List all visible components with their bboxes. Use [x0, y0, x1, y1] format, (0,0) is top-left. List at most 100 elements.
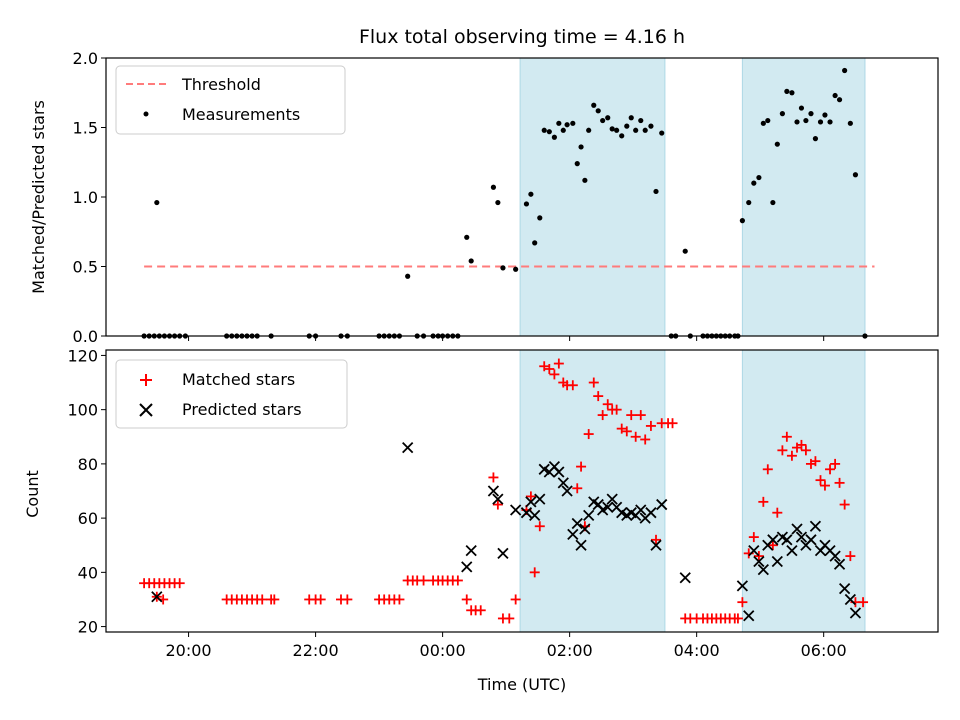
measurement-point — [739, 218, 745, 224]
measurement-point — [756, 174, 762, 181]
matched-star-point — [758, 496, 769, 507]
predicted-star-point — [645, 507, 657, 519]
measurement-point — [560, 127, 566, 133]
y-ticks: 20 40 60 80 100 120 — [67, 346, 106, 637]
shaded-regions — [519, 349, 866, 633]
legend-matched-swatch — [140, 374, 152, 386]
legend-predicted-swatch — [139, 403, 153, 417]
measurement-point — [154, 199, 160, 206]
predicted-star-point — [579, 523, 591, 535]
measurement-point — [619, 133, 625, 139]
predicted-star-point — [461, 561, 473, 573]
y-tick-label: 0.5 — [73, 258, 98, 277]
matched-star-point — [510, 594, 521, 605]
legend-threshold-label: Threshold — [181, 75, 261, 94]
measurement-point — [774, 141, 780, 147]
measurement-point — [600, 117, 606, 124]
measurement-point — [827, 119, 833, 125]
shaded-region-2 — [741, 57, 866, 337]
predicted-star-point — [679, 572, 691, 584]
matched-star-point — [525, 491, 536, 502]
predicted-star-point — [575, 539, 587, 551]
measurement-point — [564, 122, 570, 128]
x-tick-label: 02:00 — [547, 641, 593, 660]
predicted-star-point — [791, 523, 803, 535]
matched-star-point — [772, 507, 783, 518]
measurement-point — [808, 111, 814, 117]
measurement-point — [541, 127, 547, 133]
predicted-star-point — [510, 504, 522, 516]
predicted-star-point — [606, 493, 618, 505]
predicted-star-point — [829, 550, 841, 562]
predicted-star-point — [602, 501, 614, 513]
x-ticks: 20:00 22:00 00:00 02:00 04:00 06:00 — [166, 632, 847, 660]
y-tick-label: 80 — [78, 455, 98, 474]
measurement-point — [847, 120, 853, 126]
predicted-star-point — [492, 493, 504, 505]
measurement-point — [812, 136, 819, 142]
predicted-star-point — [529, 509, 541, 522]
predicted-star-point — [497, 547, 509, 560]
measurement-point — [513, 266, 519, 272]
predicted-star-point — [571, 517, 583, 530]
measurement-point — [746, 199, 752, 206]
predicted-star-point — [833, 558, 846, 570]
matched-star-point — [825, 464, 836, 475]
predicted-star-point — [561, 485, 573, 497]
measurement-point — [532, 240, 538, 246]
axes-count: 20 40 60 80 100 120 20:00 22:00 00:00 02:00 04:00… — [23, 346, 939, 694]
y-ticks: 0.0 0.5 1.0 1.5 2.0 — [73, 49, 106, 346]
matched-star-point — [418, 575, 429, 586]
matched-star-point — [452, 575, 463, 586]
matched-star-point — [588, 377, 599, 388]
measurement-point — [852, 172, 859, 178]
predicted-star-point — [849, 607, 862, 619]
predicted-star-point — [635, 504, 647, 516]
matched-star-point — [858, 597, 869, 608]
matched-star-point — [834, 477, 845, 488]
matched-star-point — [819, 480, 830, 491]
matched-star-point — [488, 472, 499, 483]
x-tick-label: 00:00 — [420, 641, 466, 660]
matched-star-point — [753, 551, 764, 562]
matched-star-point — [621, 426, 632, 437]
matched-star-point — [640, 434, 651, 445]
measurement-point — [605, 115, 611, 121]
y-tick-label: 20 — [78, 618, 98, 637]
predicted-star-point — [805, 534, 817, 546]
legend-frame — [115, 65, 346, 135]
measurement-point — [546, 129, 552, 135]
measurement-point — [551, 134, 557, 140]
predicted-star-point — [839, 582, 851, 595]
measurement-point — [624, 123, 630, 129]
predicted-star-point — [557, 477, 569, 489]
predicted-star-point — [520, 507, 533, 519]
measurement-point — [609, 126, 615, 132]
measurement-point — [500, 265, 506, 271]
predicted-star-point — [743, 610, 755, 622]
matched-star-point — [583, 429, 594, 440]
legend: Threshold Measurements — [115, 65, 346, 135]
matched-star-point — [737, 597, 748, 608]
measurement-point — [495, 199, 501, 206]
matched-stars-points — [139, 358, 869, 624]
y-tick-label: 1.0 — [73, 188, 98, 207]
legend: Matched stars Predicted stars — [115, 359, 348, 429]
measurement-point — [760, 120, 766, 126]
matched-star-point — [815, 475, 826, 486]
measurement-point — [751, 180, 757, 186]
matched-star-point — [810, 456, 821, 467]
chart-title: Flux total observing time = 4.16 h — [359, 26, 685, 48]
matched-star-point — [544, 363, 555, 374]
axes-ratio: 0.00.51.01.52.0 Matched/Predicted stars … — [29, 49, 939, 346]
matched-star-point — [786, 450, 797, 461]
measurement-point — [803, 117, 809, 124]
predicted-star-point — [553, 466, 565, 478]
shaded-regions — [519, 57, 866, 337]
matched-star-point — [529, 567, 540, 578]
x-tick-label: 04:00 — [674, 641, 720, 660]
matched-star-point — [257, 594, 268, 605]
measurement-point — [822, 112, 828, 118]
measurement-point — [842, 67, 848, 74]
matched-star-point — [269, 594, 280, 605]
